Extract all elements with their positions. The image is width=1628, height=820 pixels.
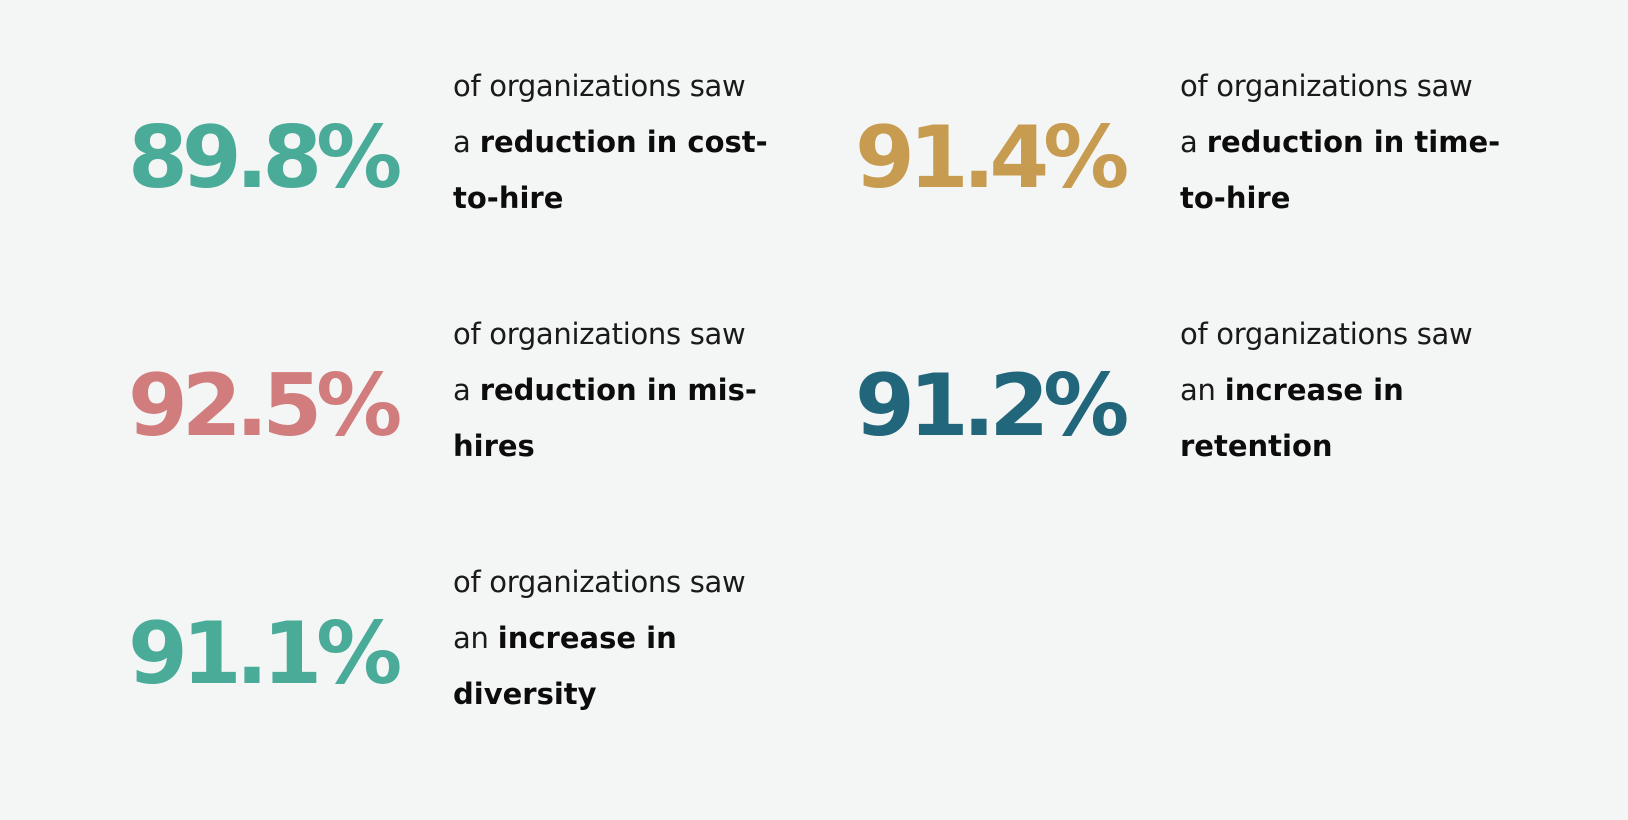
- stat-intro: of organizations saw: [453, 565, 746, 599]
- stat-article: a: [1180, 125, 1198, 159]
- stat-description: of organizations saw an increase in dive…: [453, 554, 783, 722]
- stat-intro: of organizations saw: [1180, 69, 1473, 103]
- stat-article: a: [453, 125, 471, 159]
- stat-emphasis: reduction in mis-hires: [453, 373, 757, 463]
- stat-block-mis-hires: 92.5% of organizations saw a reduction i…: [128, 306, 828, 506]
- stat-value: 89.8%: [128, 108, 402, 208]
- stat-value: 91.1%: [128, 604, 402, 704]
- stat-description: of organizations saw a reduction in mis-…: [453, 306, 783, 474]
- stat-article: a: [453, 373, 471, 407]
- stat-block-cost-to-hire: 89.8% of organizations saw a reduction i…: [128, 58, 828, 258]
- stat-description: of organizations saw a reduction in time…: [1180, 58, 1510, 226]
- stat-description: of organizations saw a reduction in cost…: [453, 58, 783, 226]
- stat-emphasis: increase in retention: [1180, 373, 1404, 463]
- stat-emphasis: reduction in cost-to-hire: [453, 125, 768, 215]
- stat-intro: of organizations saw: [453, 317, 746, 351]
- stat-intro: of organizations saw: [1180, 317, 1473, 351]
- stat-value: 91.2%: [855, 356, 1129, 456]
- stat-block-diversity: 91.1% of organizations saw an increase i…: [128, 554, 828, 754]
- stat-emphasis: increase in diversity: [453, 621, 677, 711]
- stat-article: an: [1180, 373, 1216, 407]
- stat-block-time-to-hire: 91.4% of organizations saw a reduction i…: [855, 58, 1555, 258]
- stat-value: 92.5%: [128, 356, 402, 456]
- stat-description: of organizations saw an increase in rete…: [1180, 306, 1510, 474]
- stat-emphasis: reduction in time-to-hire: [1180, 125, 1501, 215]
- stat-intro: of organizations saw: [453, 69, 746, 103]
- stat-value: 91.4%: [855, 108, 1129, 208]
- stat-article: an: [453, 621, 489, 655]
- stat-block-retention: 91.2% of organizations saw an increase i…: [855, 306, 1555, 506]
